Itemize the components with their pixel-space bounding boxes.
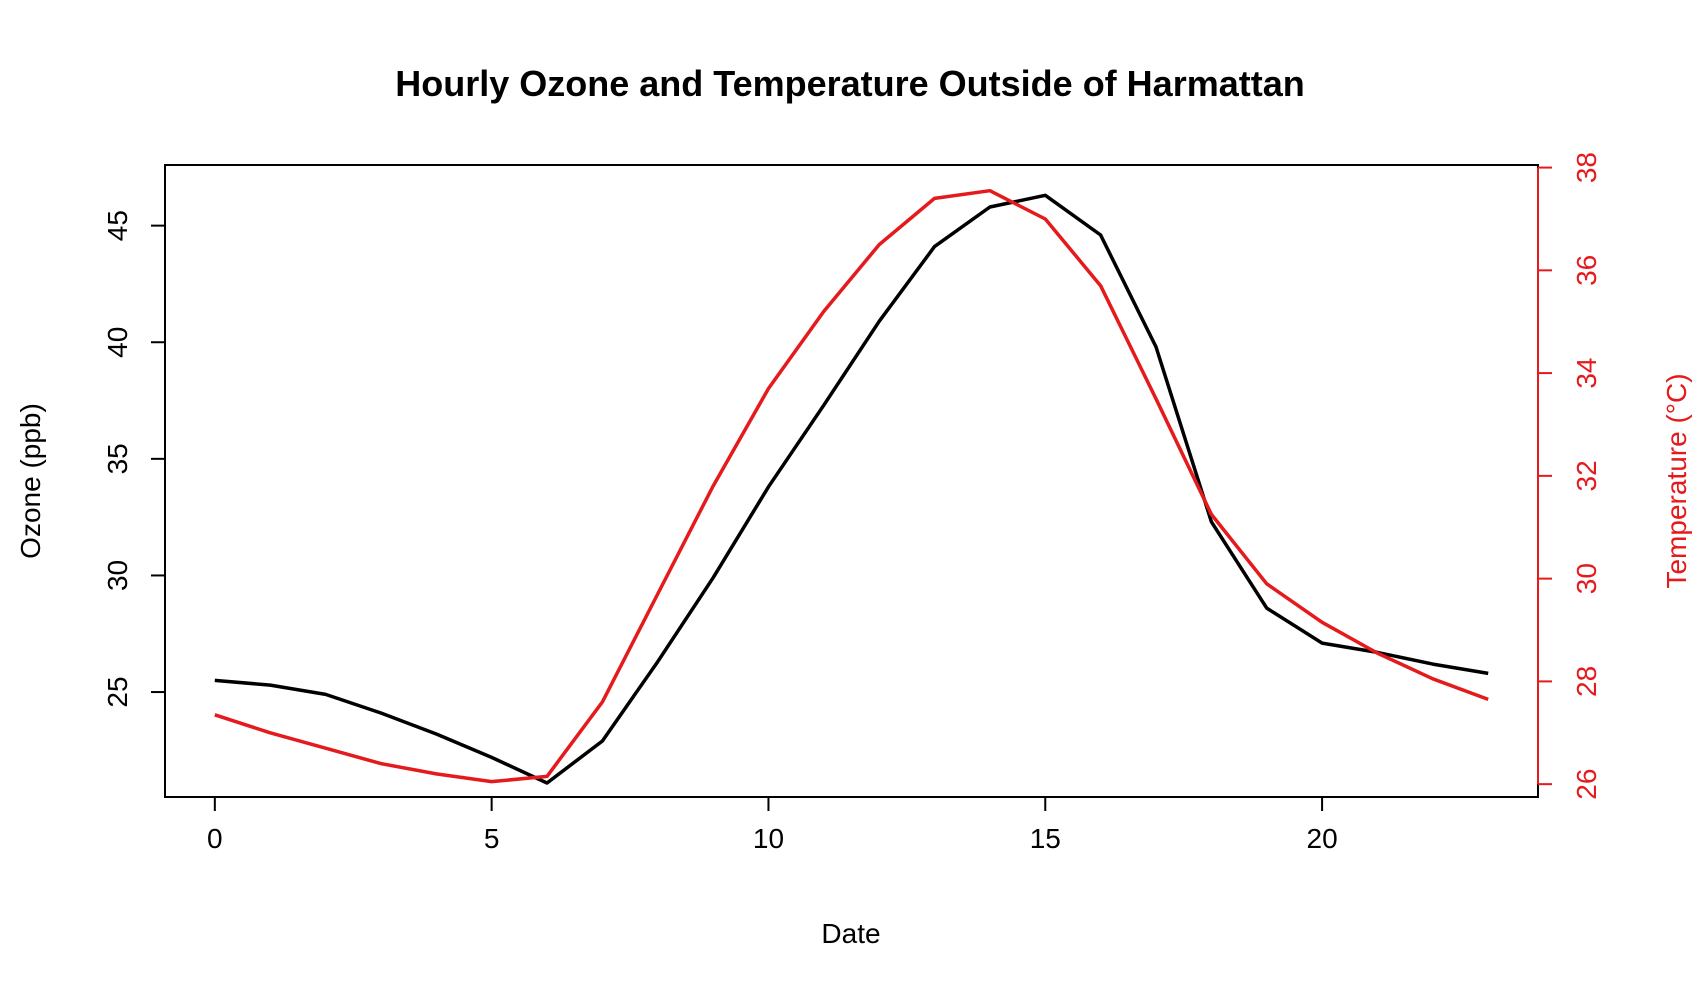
y-right-tick-label: 36 bbox=[1571, 255, 1602, 286]
x-axis-label: Date bbox=[821, 918, 880, 949]
y-left-tick-label: 45 bbox=[102, 210, 133, 241]
y-right-tick-label: 30 bbox=[1571, 563, 1602, 594]
x-tick-label: 0 bbox=[207, 823, 223, 854]
plot-frame bbox=[164, 164, 1539, 798]
y-axis-right-label: Temperature (°C) bbox=[1661, 373, 1692, 588]
y-left-tick-label: 30 bbox=[102, 560, 133, 591]
y-right-tick-label: 26 bbox=[1571, 769, 1602, 800]
y-axis-left-label: Ozone (ppb) bbox=[15, 403, 46, 559]
y-right-tick-label: 34 bbox=[1571, 358, 1602, 389]
x-tick-label: 5 bbox=[484, 823, 500, 854]
y-left-tick-label: 35 bbox=[102, 443, 133, 474]
x-axis: 0 5 10 15 20 bbox=[207, 796, 1338, 854]
y-axis-right: 26 28 30 32 34 36 38 bbox=[1537, 152, 1602, 800]
y-right-tick-label: 28 bbox=[1571, 666, 1602, 697]
x-tick-label: 10 bbox=[753, 823, 784, 854]
y-left-tick-label: 25 bbox=[102, 676, 133, 707]
y-axis-left: 25 30 35 40 45 bbox=[102, 210, 166, 708]
y-right-tick-label: 38 bbox=[1571, 152, 1602, 183]
series-layer bbox=[214, 188, 1489, 785]
y-left-tick-label: 40 bbox=[102, 327, 133, 358]
x-tick-label: 15 bbox=[1030, 823, 1061, 854]
x-tick-label: 20 bbox=[1307, 823, 1338, 854]
y-right-tick-label: 32 bbox=[1571, 460, 1602, 491]
chart-title: Hourly Ozone and Temperature Outside of … bbox=[395, 63, 1304, 104]
series-line-temperature bbox=[214, 188, 1489, 784]
series-line-ozone bbox=[214, 193, 1489, 785]
